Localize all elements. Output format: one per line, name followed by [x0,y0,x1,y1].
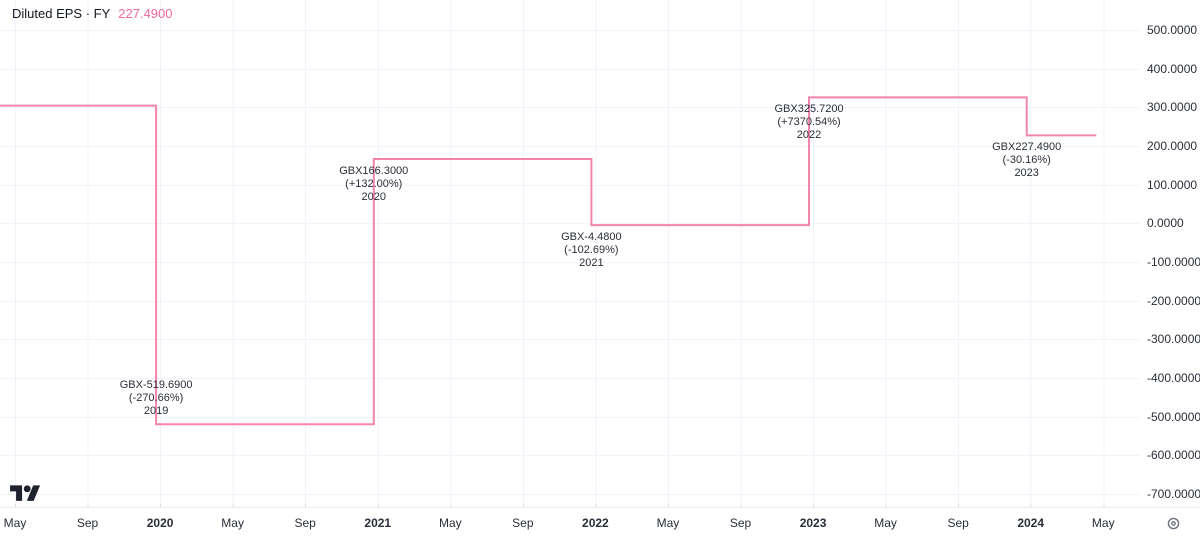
price-axis-label: 500.0000 [1147,23,1198,37]
legend-value: 227.4900 [118,6,173,21]
time-axis-label: Sep [729,516,752,530]
price-axis-label: -100.0000 [1147,255,1200,269]
time-axis-label: May [1091,516,1115,530]
time-axis-label: 2023 [799,516,827,530]
time-axis-label: May [3,516,27,530]
time-axis-label: May [221,516,244,530]
price-axis[interactable]: 500.0000 400.0000 300.0000 200.0000 100.0000… [1140,0,1200,508]
price-axis-label: 400.0000 [1147,61,1198,76]
time-axis[interactable]: May Sep 2020 May Sep 2021 May Sep 2022 May Sep 2023… [0,507,1200,538]
axis-settings-button[interactable] [1163,513,1183,533]
step-line-path [0,96,1097,426]
price-axis-label: -700.0000 [1147,487,1200,501]
time-axis-label: Sep [512,516,534,530]
time-axis-label: May [438,516,462,530]
price-axis-label: 100.0000 [1147,177,1198,192]
legend-title: Diluted EPS · FY [12,6,111,21]
price-axis-label: -200.0000 [1147,293,1200,308]
tradingview-logo-icon [10,485,41,501]
price-axis-label: -500.0000 [1147,409,1200,424]
time-axis-label: May [874,516,897,530]
time-axis-label: 2024 [1017,516,1045,530]
legend-diluted-eps[interactable]: Diluted EPS · FY 227.4900 [12,6,173,21]
gridlines [0,0,1140,508]
time-axis-label: Sep [76,516,99,530]
price-axis-label: -600.0000 [1147,448,1200,463]
tradingview-logo[interactable] [10,482,41,506]
time-axis-label: 2020 [146,516,174,530]
chart-pane[interactable] [0,0,1200,508]
axis-tick-marks [15,30,1145,508]
time-axis-label: 2022 [582,516,609,530]
gear-icon [1167,517,1179,529]
price-axis-label: 0.0000 [1147,216,1184,231]
price-axis-label: -400.0000 [1147,371,1200,385]
time-axis-label: 2021 [364,516,392,530]
price-axis-label: 300.0000 [1147,100,1198,115]
time-axis-label: Sep [294,516,316,530]
price-axis-label: -300.0000 [1147,332,1200,347]
time-axis-label: Sep [947,516,969,530]
price-axis-label: 200.0000 [1147,139,1198,153]
time-axis-label: May [656,516,680,530]
